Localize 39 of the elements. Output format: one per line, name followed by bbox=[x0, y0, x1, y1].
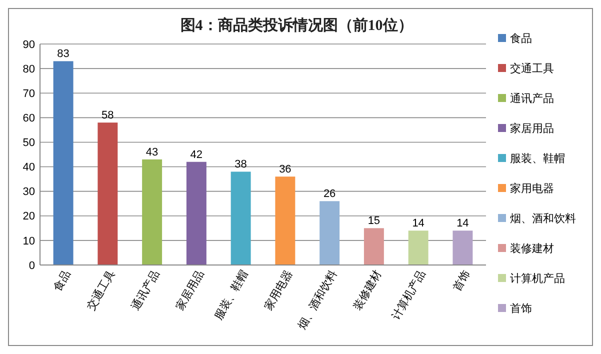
x-tick-label: 家居用品 bbox=[173, 268, 206, 313]
y-tick-label: 50 bbox=[22, 137, 35, 150]
legend-label: 烟、酒和饮料 bbox=[510, 212, 576, 225]
data-label: 38 bbox=[234, 158, 247, 171]
y-tick-label: 60 bbox=[22, 112, 35, 125]
x-tick-label: 通讯产品 bbox=[128, 268, 162, 313]
legend-label: 家用电器 bbox=[510, 182, 554, 195]
legend-label: 服装、鞋帽 bbox=[510, 152, 565, 165]
x-tick-label: 家用电器 bbox=[262, 268, 296, 313]
y-tick-label: 40 bbox=[22, 162, 35, 174]
y-tick-label: 80 bbox=[22, 63, 35, 76]
x-tick-label: 烟、酒和饮料 bbox=[295, 268, 340, 332]
x-tick-label: 食品 bbox=[52, 268, 74, 294]
data-label: 14 bbox=[412, 218, 424, 230]
x-tick-label: 首饰 bbox=[451, 268, 473, 294]
data-label: 14 bbox=[456, 218, 469, 230]
legend-label: 食品 bbox=[510, 32, 532, 45]
legend-label: 装修建材 bbox=[510, 242, 554, 255]
y-tick-label: 30 bbox=[22, 186, 35, 198]
data-label: 15 bbox=[368, 215, 380, 228]
legend-label: 通讯产品 bbox=[510, 92, 554, 105]
data-label: 26 bbox=[323, 188, 336, 200]
x-tick-label: 交通工具 bbox=[84, 268, 118, 313]
x-tick-label: 服装、鞋帽 bbox=[212, 268, 251, 322]
x-tick-label: 装修建材 bbox=[350, 268, 384, 313]
legend-label: 交通工具 bbox=[510, 62, 554, 75]
data-label: 42 bbox=[190, 148, 203, 161]
data-label: 58 bbox=[102, 110, 114, 122]
data-label: 43 bbox=[146, 146, 158, 158]
y-tick-label: 90 bbox=[22, 38, 35, 51]
data-label: 36 bbox=[279, 164, 292, 176]
legend-label: 家居用品 bbox=[510, 122, 554, 135]
y-tick-label: 10 bbox=[22, 235, 35, 248]
y-tick-label: 20 bbox=[22, 210, 35, 223]
x-tick-label: 计算机产品 bbox=[389, 268, 428, 322]
y-tick-label: 0 bbox=[28, 260, 35, 272]
data-label: 83 bbox=[57, 48, 70, 60]
chart-title: 图4：商品类投诉情况图（前10位） bbox=[180, 16, 413, 34]
y-tick-label: 70 bbox=[22, 88, 35, 100]
